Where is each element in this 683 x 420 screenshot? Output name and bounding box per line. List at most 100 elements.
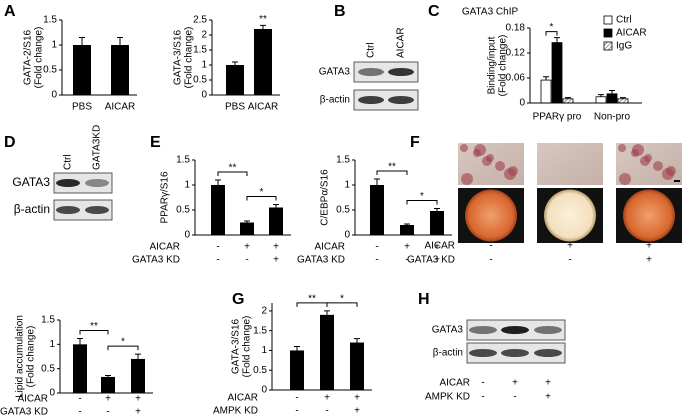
significance-bracket — [107, 345, 139, 351]
panel-letter: G — [232, 291, 244, 308]
treatment-sign: - — [216, 242, 219, 253]
significance-label: * — [420, 191, 424, 202]
y-tick-label: 0 — [344, 230, 350, 241]
treatment-sign: - — [245, 255, 248, 266]
blot-row-label: β-actin — [320, 95, 350, 106]
treatment-sign: + — [135, 394, 141, 405]
significance-label: ** — [308, 294, 316, 305]
error-bar — [404, 223, 410, 225]
y-tick-label: 1.5 — [193, 45, 207, 56]
bar — [269, 207, 283, 235]
bar — [430, 211, 444, 235]
blot-band — [56, 179, 80, 187]
blot-lane-label: AICAR — [396, 27, 407, 58]
x-tick-label: AICAR — [105, 102, 136, 113]
bar — [254, 29, 272, 95]
treatment-sign: - — [295, 406, 298, 417]
y-tick-label: 1 — [49, 339, 55, 350]
treatment-sign: + — [545, 378, 551, 389]
y-tick-label: 0 — [519, 98, 525, 109]
blot-row-label: β-actin — [433, 348, 463, 359]
treatment-label: AMPK KD — [213, 406, 258, 417]
blot-band — [469, 326, 497, 334]
treatment-sign: - — [481, 378, 484, 389]
panel-letter: E — [150, 134, 161, 151]
error-bar — [79, 37, 85, 45]
treatment-label: AICAR — [439, 378, 470, 389]
blot-band — [358, 68, 384, 76]
error-bar — [105, 374, 111, 377]
significance-label: ** — [259, 14, 267, 25]
blot-row-label: β-actin — [14, 202, 50, 216]
y-tick-label: 1 — [51, 40, 57, 51]
bar — [226, 65, 244, 95]
error-bar — [598, 94, 604, 97]
significance-bracket — [545, 31, 558, 36]
legend-label: Ctrl — [616, 15, 632, 26]
x-tick-label: AICAR — [248, 102, 279, 113]
y-tick-label: 1 — [261, 345, 267, 356]
y-tick-label: 0 — [261, 385, 267, 396]
treatment-sign: + — [244, 242, 250, 253]
blot-strip — [353, 61, 419, 83]
blot-strip — [53, 199, 113, 221]
legend-label: AICAR — [616, 28, 647, 39]
y-tick-label: 0.18 — [506, 23, 526, 34]
blot-band — [358, 96, 384, 104]
bar — [131, 358, 145, 393]
lipid-droplet — [495, 161, 505, 171]
blot-band — [469, 349, 497, 357]
treatment-label: AICAR — [17, 394, 48, 405]
bar — [595, 96, 607, 104]
significance-bracket — [406, 200, 438, 205]
bar — [617, 98, 629, 104]
treatment-label: GATA3 KD — [407, 255, 455, 266]
blot-strip — [353, 89, 419, 111]
lipid-droplet — [460, 144, 468, 152]
bar — [211, 185, 225, 235]
blot-lane-label: Ctrl — [63, 154, 74, 170]
lipid-droplet — [486, 154, 494, 162]
blot-band — [85, 179, 109, 187]
y-tick-label: 0 — [51, 90, 57, 101]
error-bar — [374, 178, 380, 185]
bar — [320, 314, 334, 390]
dish — [544, 189, 596, 242]
bar — [350, 342, 364, 390]
treatment-sign: - — [568, 255, 571, 266]
treatment-sign: + — [105, 394, 111, 405]
treatment-sign: + — [512, 378, 518, 389]
error-bar — [324, 310, 330, 315]
treatment-sign: + — [434, 255, 440, 266]
error-bar — [215, 179, 221, 185]
bar — [400, 225, 414, 235]
treatment-sign: - — [295, 393, 298, 404]
y-tick-label: 2 — [261, 306, 267, 317]
treatment-label: AICAR — [149, 242, 180, 253]
dish — [465, 189, 517, 242]
treatment-label: AMPK KD — [425, 392, 470, 403]
blot-row-label: GATA3 — [319, 67, 351, 78]
error-bar — [260, 24, 266, 29]
error-bar — [232, 61, 238, 65]
lipid-droplet — [618, 144, 626, 152]
lipid-droplet — [508, 166, 518, 176]
treatment-sign: - — [325, 406, 328, 417]
significance-bracket — [376, 170, 408, 175]
y-axis-label: Binding/input — [487, 36, 498, 94]
treatment-sign: - — [513, 392, 516, 403]
significance-label: * — [340, 294, 344, 305]
blot-lane-label: GATA3KD — [92, 125, 103, 170]
legend-swatch — [603, 41, 613, 51]
treatment-sign: + — [354, 406, 360, 417]
treatment-label: AICAR — [227, 393, 258, 404]
error-bar — [543, 76, 549, 81]
bar — [111, 45, 129, 95]
blot-strip — [53, 172, 113, 194]
bar — [540, 79, 552, 104]
treatment-sign: + — [646, 255, 652, 266]
error-bar — [554, 37, 560, 43]
x-tick-label: Non-pro — [594, 112, 631, 123]
significance-label: ** — [229, 163, 237, 174]
